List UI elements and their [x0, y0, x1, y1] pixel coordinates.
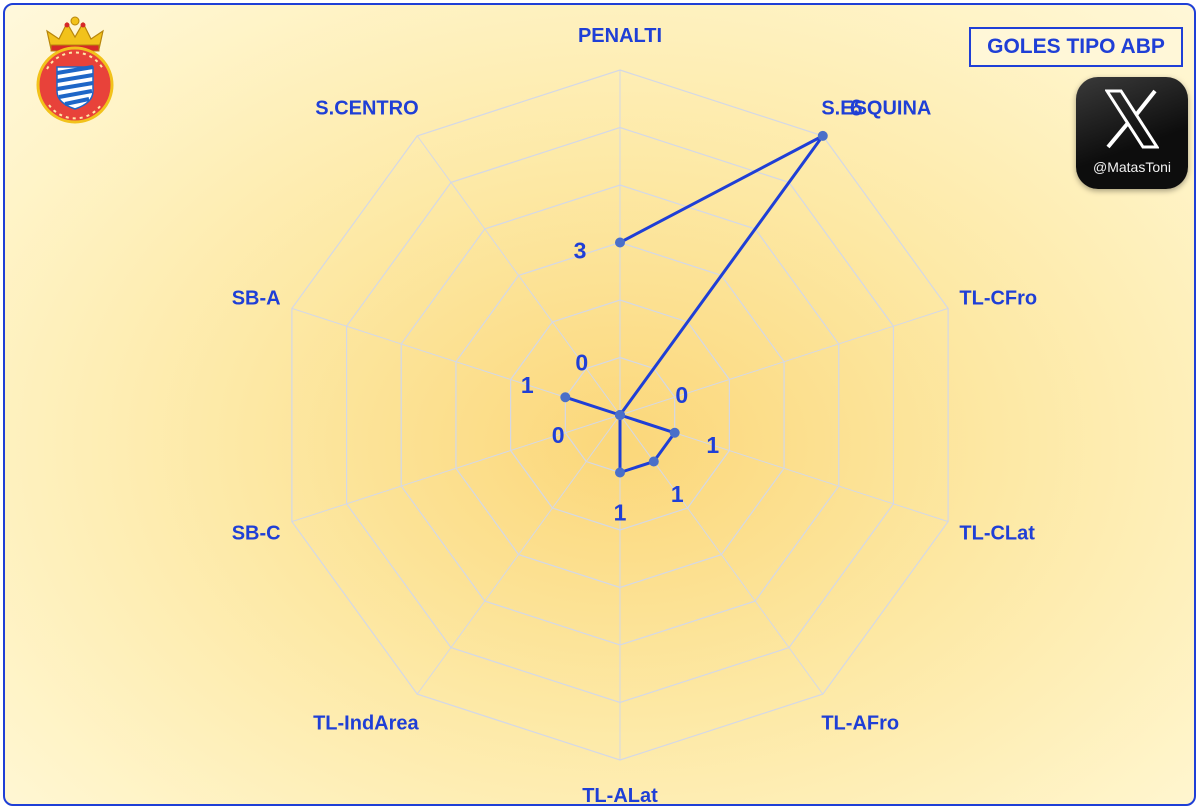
chart-frame: PENALTI S.ESQUINA TL-CFro TL-CLat TL-AFro TL-…	[3, 3, 1196, 806]
data-label: 0	[552, 422, 565, 448]
grid-spoke	[416, 135, 621, 416]
data-point	[817, 130, 828, 141]
x-glyph-icon	[1105, 89, 1159, 149]
data-label: 1	[706, 432, 719, 458]
grid-spoke	[619, 414, 824, 695]
radar-chart: PENALTI S.ESQUINA TL-CFro TL-CLat TL-AFro TL-…	[232, 25, 1037, 804]
data-point	[615, 467, 625, 478]
category-label: SB-A	[232, 288, 281, 310]
category-label: S.ESQUINA	[821, 98, 931, 120]
data-label: 0	[675, 382, 688, 408]
data-label: 1	[614, 500, 627, 526]
category-label: SB-C	[232, 522, 281, 544]
category-label: PENALTI	[578, 25, 662, 47]
social-handle: @MatasToni	[1092, 159, 1172, 175]
category-label: TL-ALat	[582, 785, 658, 804]
category-labels: PENALTI S.ESQUINA TL-CFro TL-CLat TL-AFro TL-…	[232, 25, 1037, 804]
category-label: TL-CFro	[959, 288, 1037, 310]
data-point	[615, 237, 625, 248]
data-label: 3	[574, 238, 587, 264]
data-label: 0	[575, 349, 588, 375]
data-label: 1	[671, 481, 684, 507]
category-label: TL-AFro	[821, 712, 899, 734]
rcd-espanyol-crest-icon	[36, 16, 114, 124]
grid-spoke	[619, 307, 949, 416]
data-point	[560, 392, 571, 403]
x-logo-icon[interactable]: @MatasToni	[1076, 77, 1188, 189]
category-label: TL-CLat	[959, 522, 1035, 544]
chart-title: GOLES TIPO ABP	[969, 27, 1183, 67]
category-label: S.CENTRO	[315, 98, 418, 120]
data-point	[615, 410, 625, 420]
category-label: TL-IndArea	[313, 712, 419, 734]
series-layer	[560, 130, 828, 478]
data-label: 1	[521, 372, 534, 398]
data-label: 6	[850, 95, 863, 121]
grid-spoke	[416, 414, 621, 695]
grid-spoke	[291, 414, 621, 523]
data-point	[648, 456, 659, 467]
data-point	[669, 427, 680, 438]
